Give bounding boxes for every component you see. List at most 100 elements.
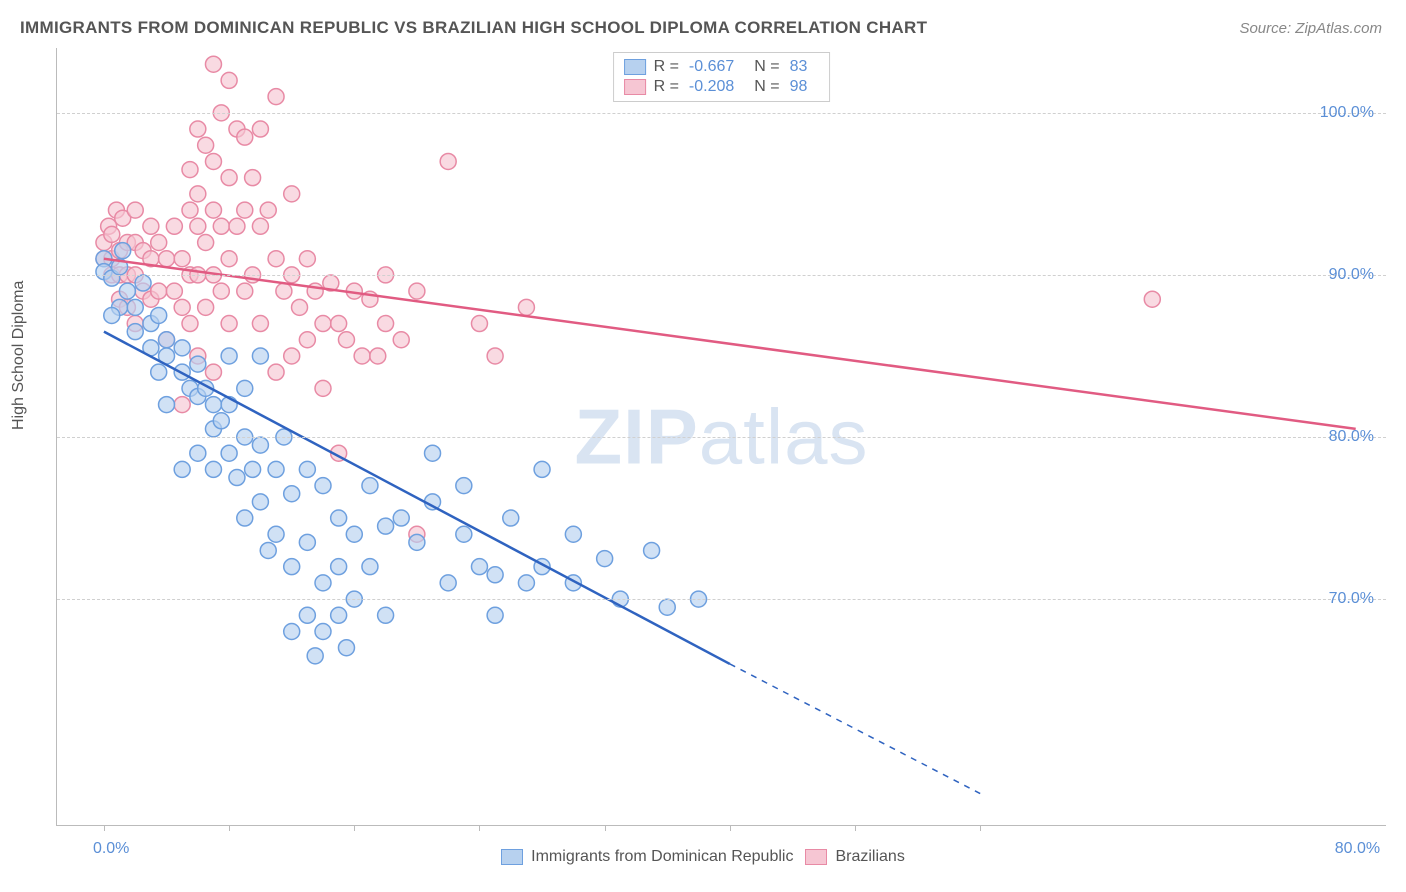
data-point [151,307,167,323]
data-point [205,56,221,72]
data-point [221,251,237,267]
x-tick-label-max: 80.0% [1335,840,1380,858]
data-point [252,316,268,332]
data-point [425,445,441,461]
data-point [190,186,206,202]
data-point [260,202,276,218]
data-point [268,251,284,267]
data-point [205,153,221,169]
plot-area: ZIPatlas R = -0.667 N = 83 R = -0.208 N … [56,48,1386,826]
data-point [174,397,190,413]
data-point [190,445,206,461]
x-tick [855,825,856,831]
x-tick [605,825,606,831]
data-point [440,153,456,169]
data-point [182,162,198,178]
data-point [487,567,503,583]
data-point [299,251,315,267]
data-point [237,202,253,218]
data-point [190,218,206,234]
data-point [534,461,550,477]
data-point [1144,291,1160,307]
data-point [237,380,253,396]
data-point [205,461,221,477]
data-point [198,137,214,153]
data-point [284,186,300,202]
regression-line-1 [104,332,730,664]
data-point [284,624,300,640]
data-point [245,170,261,186]
data-point [151,283,167,299]
legend-item-1: Immigrants from Dominican Republic [501,848,793,866]
source-attribution: Source: ZipAtlas.com [1239,20,1382,37]
data-point [127,324,143,340]
data-point [135,275,151,291]
data-point [362,559,378,575]
legend-label-2: Brazilians [835,848,904,866]
data-point [393,332,409,348]
data-point [104,226,120,242]
data-point [518,299,534,315]
data-point [393,510,409,526]
data-point [205,397,221,413]
y-tick-label: 70.0% [1329,590,1374,608]
data-point [299,534,315,550]
data-point [159,251,175,267]
data-point [205,364,221,380]
data-point [268,526,284,542]
data-point [284,559,300,575]
x-tick [354,825,355,831]
data-point [252,494,268,510]
data-point [299,332,315,348]
data-point [119,283,135,299]
data-point [182,316,198,332]
gridline [57,275,1386,276]
data-point [346,526,362,542]
data-point [174,461,190,477]
data-point [331,510,347,526]
data-point [104,307,120,323]
data-point [378,607,394,623]
data-point [229,470,245,486]
data-point [198,299,214,315]
data-point [487,348,503,364]
x-tick-label-min: 0.0% [93,840,129,858]
data-point [237,510,253,526]
data-point [151,235,167,251]
data-point [440,575,456,591]
data-point [221,348,237,364]
y-axis-label: High School Diploma [10,281,28,430]
data-point [190,356,206,372]
regression-line-1-dash [730,664,980,794]
data-point [299,607,315,623]
data-point [127,202,143,218]
y-tick-label: 80.0% [1329,428,1374,446]
data-point [331,559,347,575]
data-point [644,542,660,558]
legend-item-2: Brazilians [805,848,904,866]
data-point [276,283,292,299]
x-tick [479,825,480,831]
legend-bottom: Immigrants from Dominican Republic Brazi… [0,848,1406,866]
chart-title: IMMIGRANTS FROM DOMINICAN REPUBLIC VS BR… [20,18,927,38]
data-point [370,348,386,364]
data-point [115,243,131,259]
data-point [409,534,425,550]
data-point [378,316,394,332]
data-point [213,413,229,429]
x-tick [229,825,230,831]
data-point [378,518,394,534]
data-point [315,316,331,332]
data-point [315,575,331,591]
data-point [127,299,143,315]
data-point [503,510,519,526]
data-point [213,218,229,234]
data-point [237,129,253,145]
data-point [518,575,534,591]
data-point [268,364,284,380]
data-point [221,72,237,88]
data-point [221,316,237,332]
data-point [151,364,167,380]
data-point [307,648,323,664]
data-point [299,461,315,477]
